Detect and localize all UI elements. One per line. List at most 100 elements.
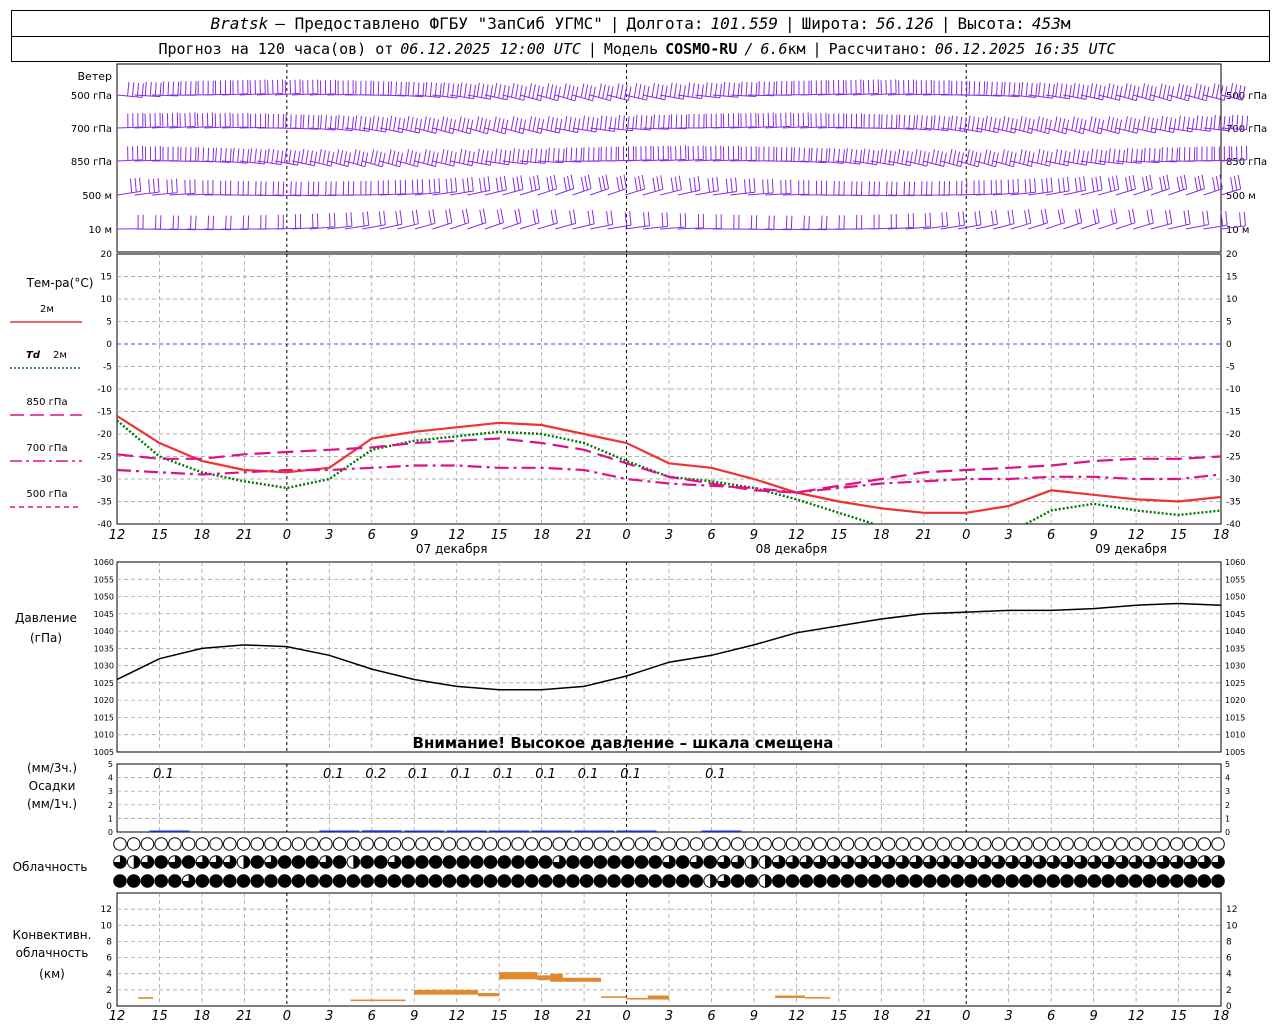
cloud-symbol <box>332 874 347 888</box>
cloud-symbol <box>401 874 416 888</box>
pressure-ytick-right: 1060 <box>1225 558 1245 567</box>
cloud-circle <box>277 837 292 851</box>
cloud-symbol <box>675 855 690 869</box>
wind-barb <box>1220 83 1246 101</box>
cloud-symbol <box>977 837 992 851</box>
cloud-symbol <box>1005 855 1019 869</box>
cloud-symbol <box>1019 874 1033 888</box>
wind-barb <box>993 149 1017 168</box>
hour-tick-label-bottom: 12 <box>109 1009 126 1024</box>
cloud-symbol <box>428 837 443 851</box>
wind-barb <box>204 147 232 163</box>
cloud-fill-full <box>196 874 209 888</box>
cloud-fill-partial <box>662 855 676 869</box>
wind-barb <box>1045 82 1072 100</box>
wind-barb <box>1115 83 1140 102</box>
cloud-fill-partial <box>1101 855 1115 869</box>
cloud-circle <box>415 837 429 851</box>
wind-barb <box>222 79 249 96</box>
cloud-symbol <box>181 837 196 851</box>
cloud-circle <box>1183 837 1198 851</box>
wind-barb <box>1063 208 1083 230</box>
computed-label: Рассчитано: <box>828 40 928 58</box>
wind-barb <box>537 116 563 134</box>
cloud-symbol <box>236 874 251 888</box>
wind-barb <box>222 181 249 196</box>
wind-barb <box>940 180 968 196</box>
cloud-symbol <box>552 874 567 888</box>
wind-barb <box>502 83 527 101</box>
wind-barb <box>747 81 775 97</box>
cloud-symbol <box>813 874 827 888</box>
hour-tick-label-bottom: 18 <box>194 1009 211 1024</box>
pressure-ytick-left: 1010 <box>94 731 114 740</box>
cloud-symbol <box>772 874 786 888</box>
cloud-fill-full <box>484 874 497 888</box>
temperature-legend-label: 2м <box>53 350 67 361</box>
cloud-symbol <box>524 837 539 851</box>
cloud-fill-partial <box>353 855 360 869</box>
cloud-symbol <box>415 855 429 869</box>
wind-barb <box>274 148 301 166</box>
cloud-symbol <box>607 837 621 851</box>
wind-barb <box>414 81 442 98</box>
cloud-symbol <box>881 855 896 869</box>
wind-barb <box>905 149 930 167</box>
wind-barb <box>817 79 845 96</box>
cloud-symbol <box>181 874 196 888</box>
wind-barb <box>554 83 579 102</box>
wind-barb <box>905 212 932 230</box>
cloud-fill-partial <box>786 855 799 869</box>
temperature-legend-label: 500 гПа <box>26 489 67 500</box>
cloud-circle <box>140 837 155 851</box>
cloud-fill-full <box>498 855 511 869</box>
wind-barb <box>502 175 524 196</box>
cloud-symbol <box>895 855 910 869</box>
cloud-fill-full <box>250 855 264 869</box>
wind-barb <box>1150 83 1175 102</box>
wind-barb <box>519 147 547 164</box>
cloud-symbol <box>140 874 155 888</box>
wind-barb <box>362 149 386 168</box>
convective-ytick-right: 6 <box>1226 954 1232 964</box>
cloud-fill-partial <box>1033 855 1046 869</box>
pressure-ytick-left: 1035 <box>94 644 114 653</box>
wind-barb <box>800 80 827 96</box>
cloud-fill-full <box>250 874 264 888</box>
cloud-symbol <box>277 874 292 888</box>
hour-tick-label-bottom: 21 <box>236 1009 253 1024</box>
cloud-symbol <box>703 855 717 869</box>
wind-barb <box>1168 209 1191 230</box>
cloud-circle <box>250 837 265 851</box>
cloud-fill-partial <box>1184 855 1197 869</box>
wind-barb <box>397 209 419 230</box>
cloud-symbol <box>223 874 237 888</box>
cloud-symbol <box>1032 837 1047 851</box>
cloud-symbol <box>1211 837 1225 851</box>
hour-tick-label: 9 <box>410 528 418 543</box>
cloud-symbol <box>470 874 484 888</box>
cloud-fill-partial <box>765 874 772 888</box>
cloud-symbol <box>785 874 800 888</box>
hour-tick-label: 6 <box>707 528 715 543</box>
convective-panel-unit: (км) <box>39 967 65 981</box>
hour-tick-label-bottom: 6 <box>1047 1009 1055 1024</box>
wind-barb <box>677 213 704 230</box>
pressure-ytick-left: 1020 <box>94 696 114 705</box>
cloud-fill-full <box>113 874 127 888</box>
precip-data-label: 0.1 <box>620 767 641 782</box>
cloud-fill-partial <box>964 855 978 869</box>
wind-barb <box>169 112 196 129</box>
longitude-value: 101.559 <box>710 14 778 33</box>
header-station-row: Bratsk – Предоставлено ФГБУ "ЗапСиб УГМС… <box>11 10 1270 37</box>
wind-barb <box>1133 147 1161 164</box>
cloud-symbol <box>456 837 470 851</box>
cloud-fill-full <box>662 874 676 888</box>
wind-barb <box>782 215 810 231</box>
cloud-circle <box>1128 837 1143 851</box>
cloud-symbol <box>305 855 319 869</box>
cloud-symbol <box>758 855 772 869</box>
wind-barb <box>660 114 688 130</box>
wind-barb <box>695 113 722 129</box>
temperature-series-line <box>117 464 1221 494</box>
